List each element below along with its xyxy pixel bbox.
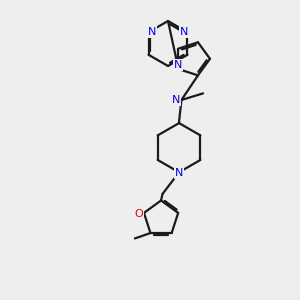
Text: N: N xyxy=(173,60,182,70)
Text: N: N xyxy=(148,27,157,37)
Text: N: N xyxy=(179,27,188,37)
Text: N: N xyxy=(175,168,183,178)
Text: N: N xyxy=(172,95,180,105)
Text: O: O xyxy=(135,208,143,218)
